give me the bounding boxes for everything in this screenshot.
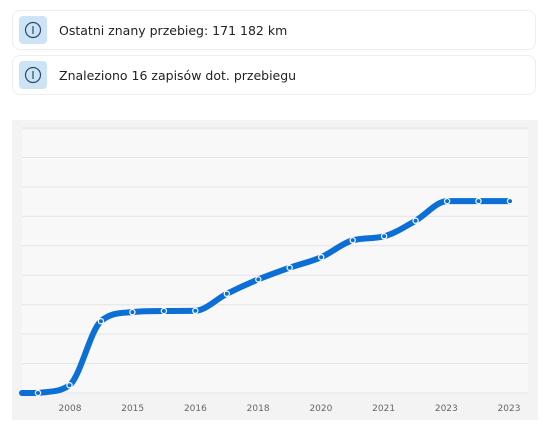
info-icon	[19, 16, 47, 44]
notice-text: Znaleziono 16 zapisów dot. przebiegu	[59, 67, 297, 83]
data-point	[412, 217, 419, 224]
data-point	[129, 308, 136, 316]
data-point	[192, 307, 199, 314]
mileage-notice: Ostatni znany przebieg: 171 182 km	[12, 10, 536, 50]
x-tick-label: 2020	[309, 404, 332, 414]
info-icon	[19, 61, 47, 89]
data-point	[223, 290, 230, 297]
mileage-chart: 2008 2015 2016 2018 2020 2021 2023 2023	[12, 120, 538, 420]
data-point	[475, 197, 482, 205]
data-point	[255, 276, 262, 283]
mileage-chart-svg: 2008 2015 2016 2018 2020 2021 2023 2023	[19, 127, 528, 414]
plot-area	[22, 130, 528, 393]
x-tick-label: 2023	[498, 404, 521, 414]
notice-text: Ostatni znany przebieg: 171 182 km	[59, 22, 288, 38]
data-point	[160, 307, 168, 315]
data-point	[318, 253, 325, 261]
data-point	[443, 197, 451, 205]
x-tick-label: 2016	[184, 404, 207, 414]
data-point	[506, 197, 514, 205]
x-tick-label: 2008	[59, 404, 82, 414]
records-notice: Znaleziono 16 zapisów dot. przebiegu	[12, 55, 536, 95]
x-tick-label: 2015	[121, 404, 144, 414]
data-point	[66, 382, 73, 389]
x-tick-label: 2018	[247, 404, 270, 414]
x-tick-label: 2023	[435, 404, 458, 414]
data-point	[97, 317, 105, 325]
x-tick-label: 2021	[372, 404, 395, 414]
data-point	[349, 237, 356, 244]
mileage-line	[35, 198, 513, 396]
data-point	[34, 389, 42, 397]
data-point	[380, 233, 388, 240]
data-point	[286, 264, 293, 271]
